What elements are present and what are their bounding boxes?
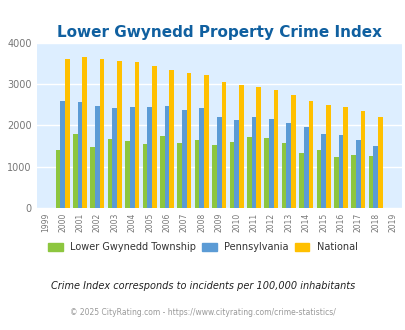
Bar xyxy=(142,144,147,208)
Bar xyxy=(82,57,87,208)
Bar xyxy=(169,70,174,208)
Bar xyxy=(194,140,199,208)
Bar xyxy=(55,150,60,208)
Bar xyxy=(246,137,251,208)
Bar xyxy=(251,117,256,208)
Bar xyxy=(355,140,360,208)
Bar xyxy=(90,147,95,208)
Bar xyxy=(151,66,156,208)
Legend: Lower Gwynedd Township, Pennsylvania, National: Lower Gwynedd Township, Pennsylvania, Na… xyxy=(44,238,361,256)
Bar xyxy=(125,142,130,208)
Bar xyxy=(286,123,290,208)
Bar xyxy=(298,153,303,208)
Bar xyxy=(164,106,169,208)
Bar xyxy=(160,136,164,208)
Bar xyxy=(221,82,226,208)
Bar xyxy=(360,111,364,208)
Bar xyxy=(377,117,382,208)
Bar xyxy=(234,120,239,208)
Bar xyxy=(100,58,104,208)
Bar xyxy=(308,101,313,208)
Bar xyxy=(269,119,273,208)
Bar xyxy=(95,106,100,208)
Bar xyxy=(77,102,82,208)
Text: © 2025 CityRating.com - https://www.cityrating.com/crime-statistics/: © 2025 CityRating.com - https://www.city… xyxy=(70,308,335,317)
Bar xyxy=(351,155,355,208)
Bar xyxy=(290,95,295,208)
Bar xyxy=(112,108,117,208)
Bar xyxy=(343,107,347,208)
Bar xyxy=(60,101,65,208)
Title: Lower Gwynedd Property Crime Index: Lower Gwynedd Property Crime Index xyxy=(57,25,381,40)
Bar xyxy=(239,85,243,208)
Bar xyxy=(186,73,191,208)
Bar xyxy=(134,62,139,208)
Bar xyxy=(316,150,320,208)
Bar xyxy=(368,155,373,208)
Bar xyxy=(338,135,343,208)
Bar xyxy=(281,143,286,208)
Bar xyxy=(320,134,325,208)
Bar xyxy=(177,143,181,208)
Bar xyxy=(73,134,77,208)
Bar xyxy=(216,117,221,208)
Bar xyxy=(325,105,330,208)
Bar xyxy=(199,108,204,208)
Bar xyxy=(333,157,338,208)
Bar xyxy=(229,142,234,208)
Bar xyxy=(65,58,70,208)
Bar xyxy=(212,145,216,208)
Bar xyxy=(147,107,151,208)
Bar xyxy=(273,89,278,208)
Bar xyxy=(117,61,121,208)
Text: Crime Index corresponds to incidents per 100,000 inhabitants: Crime Index corresponds to incidents per… xyxy=(51,281,354,291)
Bar xyxy=(204,76,208,208)
Bar xyxy=(130,107,134,208)
Bar xyxy=(108,139,112,208)
Bar xyxy=(373,147,377,208)
Bar xyxy=(264,138,269,208)
Bar xyxy=(256,87,260,208)
Bar xyxy=(303,127,308,208)
Bar xyxy=(182,110,186,208)
